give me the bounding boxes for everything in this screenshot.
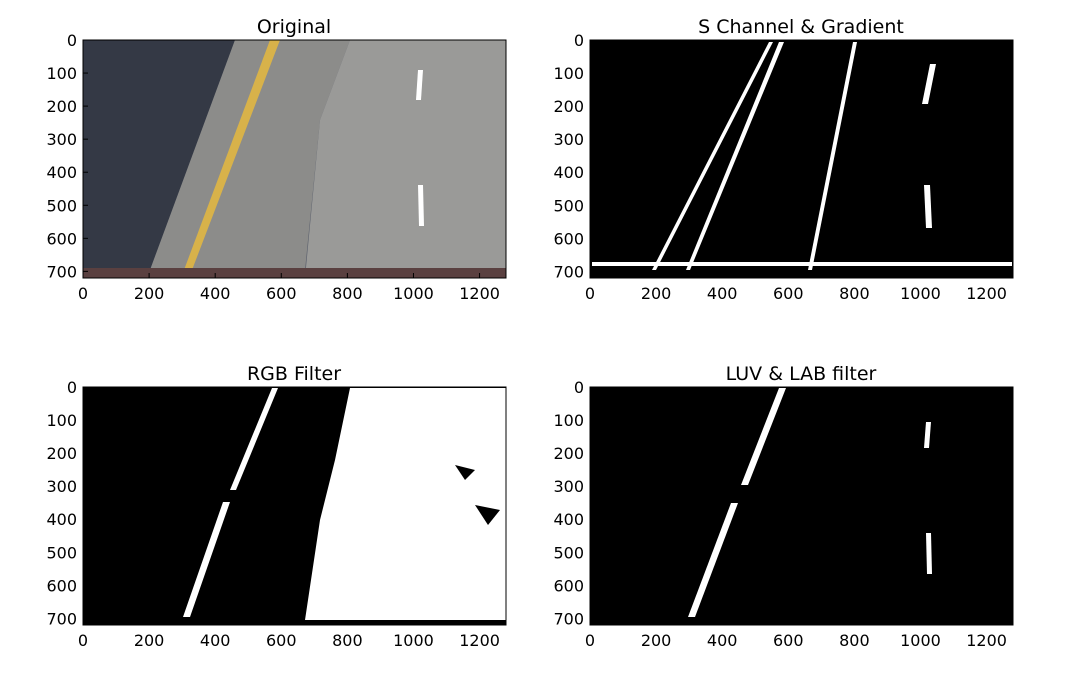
x-tick-label: 400 <box>707 284 738 303</box>
y-tick-label: 100 <box>46 64 77 83</box>
y-ticks: 0 100 200 300 400 500 600 700 <box>553 31 595 281</box>
y-tick-label: 500 <box>553 543 584 562</box>
panel-title: LUV & LAB filter <box>726 363 877 385</box>
panel-s-channel-gradient: S Channel & Gradient 0 200 400 600 800 1000 12… <box>553 16 1014 303</box>
x-tick-label: 1200 <box>459 631 500 650</box>
x-ticks: 0 200 400 600 800 1000 1200 <box>585 620 1007 650</box>
x-tick-label: 0 <box>585 631 595 650</box>
x-ticks: 0 200 400 600 800 1000 1200 <box>78 620 500 650</box>
x-tick-label: 1000 <box>393 631 434 650</box>
y-tick-label: 100 <box>553 411 584 430</box>
x-tick-label: 600 <box>266 631 297 650</box>
x-tick-label: 0 <box>78 631 88 650</box>
y-tick-label: 700 <box>46 262 77 281</box>
binary-mask <box>590 40 1013 278</box>
y-tick-label: 500 <box>46 543 77 562</box>
panel-title: Original <box>257 16 331 38</box>
panel-original: Original 0 200 400 600 800 1000 1200 0 100 200 30… <box>46 16 507 303</box>
y-tick-label: 100 <box>46 411 77 430</box>
panel-title: RGB Filter <box>247 363 341 385</box>
panel-rgb-filter: RGB Filter 0 200 400 600 800 1000 1200 0 100 200… <box>46 363 507 650</box>
x-tick-label: 1000 <box>900 284 941 303</box>
y-tick-label: 600 <box>46 576 77 595</box>
y-tick-label: 300 <box>46 477 77 496</box>
y-tick-label: 0 <box>574 31 584 50</box>
x-tick-label: 600 <box>266 284 297 303</box>
x-ticks: 0 200 400 600 800 1000 1200 <box>78 273 500 303</box>
x-tick-label: 1200 <box>966 284 1007 303</box>
panel-title: S Channel & Gradient <box>698 16 904 38</box>
x-tick-label: 1200 <box>966 631 1007 650</box>
y-tick-label: 200 <box>46 97 77 116</box>
binary-mask <box>590 387 1013 625</box>
x-tick-label: 200 <box>641 631 672 650</box>
x-tick-label: 0 <box>585 284 595 303</box>
y-tick-label: 700 <box>46 609 77 628</box>
x-ticks: 0 200 400 600 800 1000 1200 <box>585 273 1007 303</box>
y-tick-label: 200 <box>46 444 77 463</box>
y-tick-label: 0 <box>67 31 77 50</box>
binary-mask <box>83 387 506 625</box>
y-tick-label: 500 <box>553 196 584 215</box>
x-tick-label: 600 <box>773 631 804 650</box>
y-tick-label: 0 <box>574 378 584 397</box>
y-tick-label: 700 <box>553 262 584 281</box>
axes-frame <box>589 39 1014 279</box>
x-tick-label: 200 <box>134 284 165 303</box>
axes-frame <box>82 386 507 626</box>
y-tick-label: 700 <box>553 609 584 628</box>
x-tick-label: 200 <box>641 284 672 303</box>
y-tick-label: 400 <box>553 510 584 529</box>
x-tick-label: 1000 <box>900 631 941 650</box>
y-tick-label: 200 <box>553 444 584 463</box>
x-tick-label: 800 <box>332 631 363 650</box>
y-tick-label: 300 <box>553 130 584 149</box>
y-tick-label: 100 <box>553 64 584 83</box>
y-tick-label: 600 <box>46 229 77 248</box>
y-tick-label: 500 <box>46 196 77 215</box>
x-tick-label: 1200 <box>459 284 500 303</box>
x-tick-label: 1000 <box>393 284 434 303</box>
x-tick-label: 800 <box>839 284 870 303</box>
x-tick-label: 400 <box>200 284 231 303</box>
x-tick-label: 800 <box>839 631 870 650</box>
x-tick-label: 0 <box>78 284 88 303</box>
y-tick-label: 200 <box>553 97 584 116</box>
y-tick-label: 0 <box>67 378 77 397</box>
x-tick-label: 400 <box>707 631 738 650</box>
y-tick-label: 600 <box>553 229 584 248</box>
x-tick-label: 400 <box>200 631 231 650</box>
y-ticks: 0 100 200 300 400 500 600 700 <box>46 31 88 281</box>
y-tick-label: 400 <box>46 163 77 182</box>
x-tick-label: 800 <box>332 284 363 303</box>
road-photo <box>83 40 506 278</box>
y-tick-label: 300 <box>553 477 584 496</box>
y-tick-label: 400 <box>553 163 584 182</box>
y-tick-label: 300 <box>46 130 77 149</box>
x-tick-label: 200 <box>134 631 165 650</box>
panel-luv-lab-filter: LUV & LAB filter 0 200 400 600 800 1000 1200 0… <box>553 363 1014 650</box>
y-ticks: 0 100 200 300 400 500 600 700 <box>553 378 595 628</box>
y-tick-label: 400 <box>46 510 77 529</box>
axes-frame <box>589 386 1014 626</box>
axes-frame <box>82 39 507 279</box>
y-tick-label: 600 <box>553 576 584 595</box>
y-ticks: 0 100 200 300 400 500 600 700 <box>46 378 88 628</box>
x-tick-label: 600 <box>773 284 804 303</box>
